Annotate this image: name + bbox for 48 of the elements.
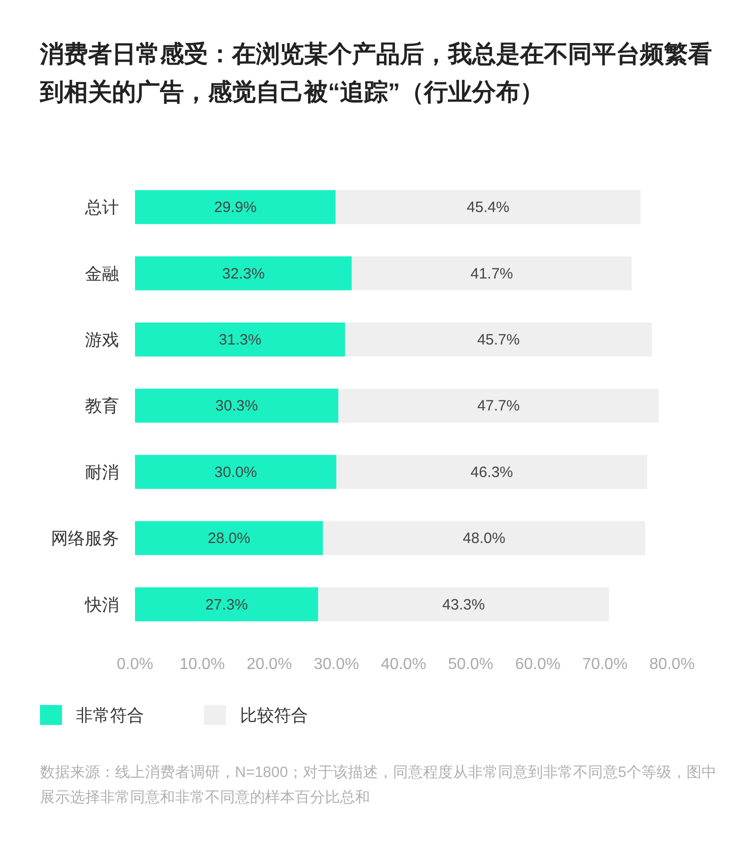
bar <box>336 190 640 224</box>
bar <box>322 521 646 556</box>
legend-label: 非常符合 <box>76 706 144 725</box>
bar <box>352 256 632 290</box>
x-tick-label: 70.0% <box>582 656 628 673</box>
bar <box>135 521 323 556</box>
bar <box>345 322 652 356</box>
bar <box>135 454 336 489</box>
y-tick-label: 耐消 <box>85 462 119 482</box>
x-tick-label: 30.0% <box>314 656 360 673</box>
bar <box>338 388 659 423</box>
data-label: 30.0% <box>214 464 257 481</box>
x-tick-label: 40.0% <box>380 656 426 673</box>
chart-title: 消费者日常感受：在浏览某个产品后，我总是在不同平台频繁看到相关的广告，感觉自己被“追踪”（行业分布） <box>40 40 713 108</box>
data-label: 46.3% <box>470 464 514 481</box>
y-tick-label: 教育 <box>85 396 119 416</box>
bar <box>135 190 336 224</box>
x-tick-label: 80.0% <box>649 656 695 673</box>
data-label: 28.0% <box>208 530 250 548</box>
bar <box>135 388 338 423</box>
data-label: 47.7% <box>477 398 520 415</box>
data-label: 29.9% <box>214 199 257 216</box>
x-tick-label: 0.0% <box>116 656 154 673</box>
data-label: 48.0% <box>462 530 506 548</box>
x-tick-label: 20.0% <box>246 656 292 673</box>
y-tick-label: 金融 <box>85 264 119 284</box>
data-label: 45.4% <box>466 199 510 216</box>
data-label: 45.7% <box>477 332 520 348</box>
x-tick-label: 10.0% <box>179 656 225 673</box>
data-label: 32.3% <box>222 265 265 282</box>
y-tick-label: 网络服务 <box>51 529 119 548</box>
data-label: 30.3% <box>215 398 258 415</box>
y-tick-label: 总计 <box>84 198 119 218</box>
y-tick-label: 游戏 <box>85 330 119 350</box>
data-label: 41.7% <box>470 265 514 282</box>
legend-label: 比较符合 <box>240 706 308 725</box>
bar <box>318 587 609 622</box>
y-tick-label: 快消 <box>84 595 119 614</box>
x-tick-label: 50.0% <box>448 656 494 673</box>
bar <box>135 256 352 290</box>
bar <box>336 454 648 489</box>
data-label: 27.3% <box>205 596 248 614</box>
source-note: 数据来源：线上消费者调研，N=1800；对于该描述，同意程度从非常同意到非常不同意5个等级，图中展示选择非常同意和非常不同意的样本百分比总和 <box>40 763 718 808</box>
bar <box>135 322 346 356</box>
data-label: 43.3% <box>442 596 485 614</box>
data-label: 31.3% <box>218 332 262 348</box>
x-tick-label: 60.0% <box>515 656 560 673</box>
bar <box>135 587 318 622</box>
